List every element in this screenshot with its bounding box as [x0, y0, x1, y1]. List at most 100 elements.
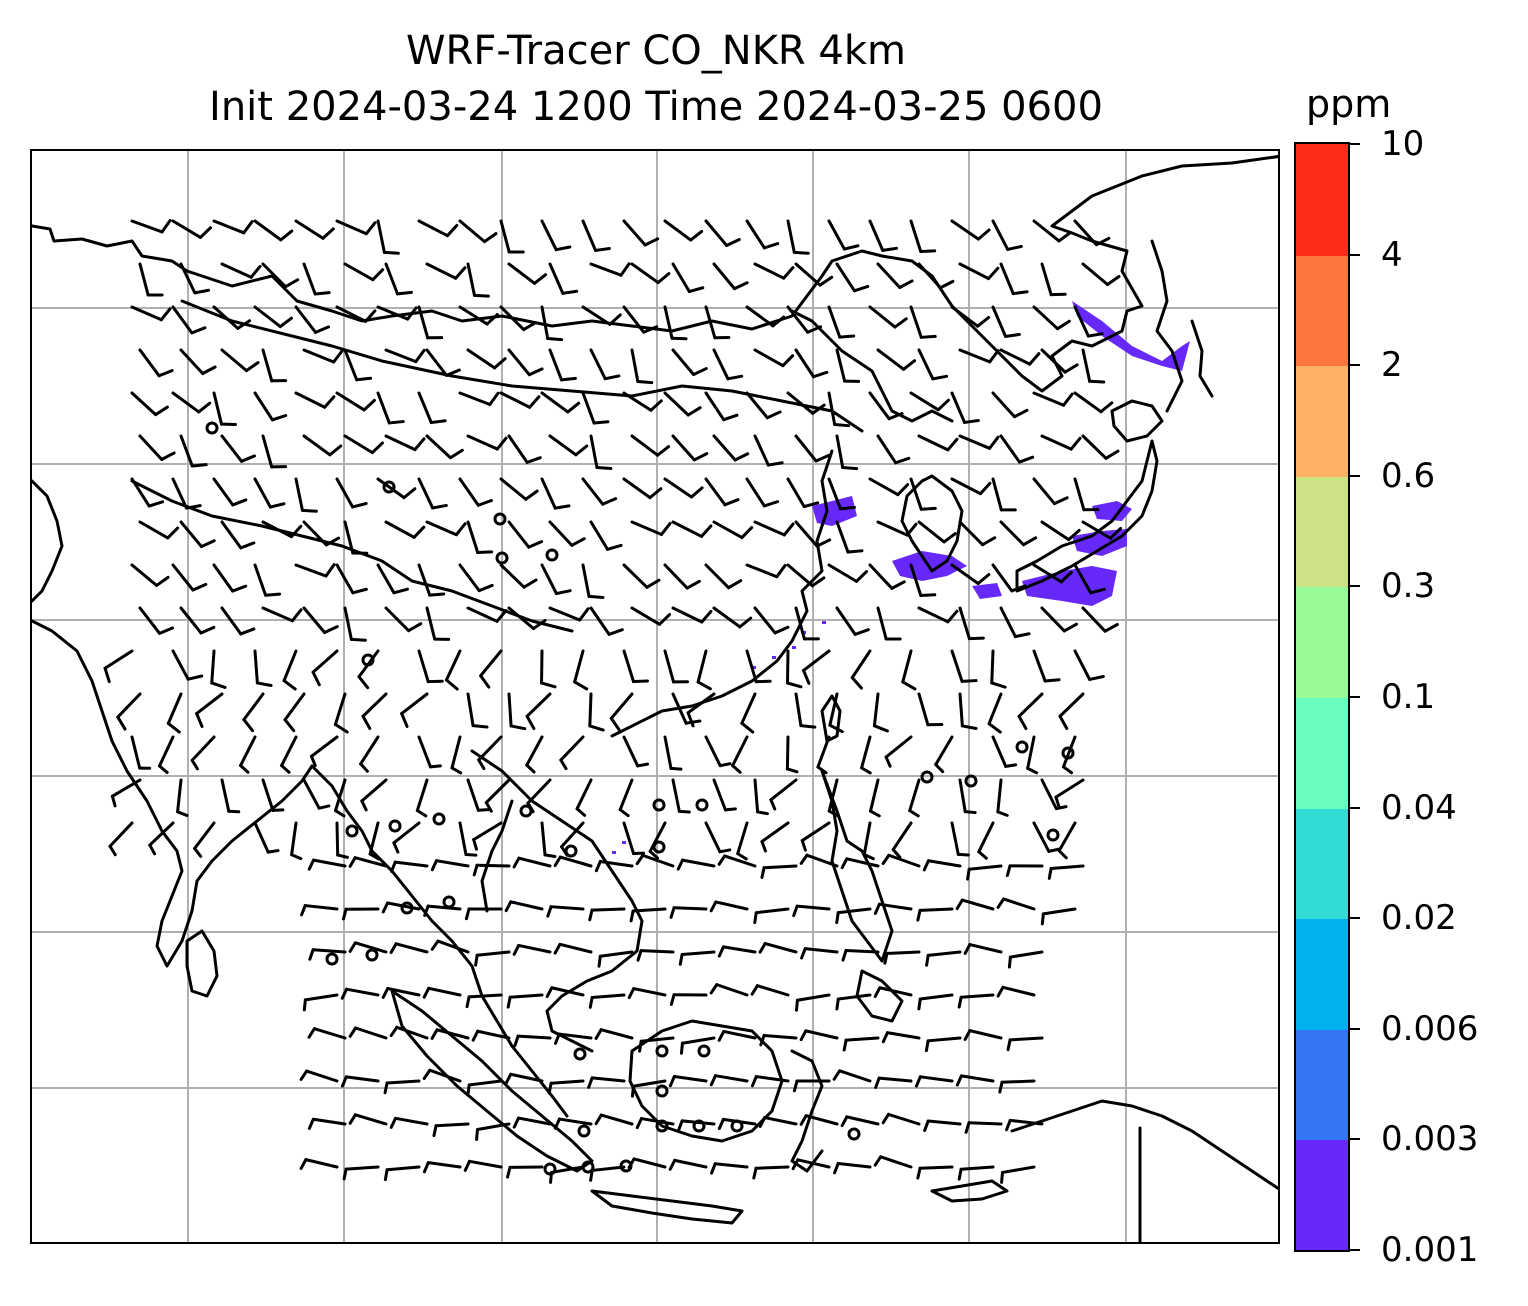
wind-barb-staff [1032, 391, 1066, 407]
wind-barb-staff [917, 262, 942, 290]
wind-barb-staff [1000, 1165, 1036, 1174]
wind-barb-staff [958, 778, 967, 814]
coastline-kamchatka [1190, 319, 1214, 398]
wind-barb-feather [341, 907, 348, 921]
wind-barb-staff [312, 1027, 347, 1040]
wind-barb-feather [559, 758, 568, 771]
wind-barb-feather [609, 716, 621, 732]
wind-barb-staff [400, 692, 429, 716]
border-china-north [790, 309, 954, 423]
wind-barb-staff [1008, 1036, 1044, 1042]
wind-barb-feather [988, 435, 1000, 450]
wind-barb-staff [253, 219, 283, 242]
wind-barb-staff [622, 649, 635, 684]
wind-barb-staff [302, 348, 336, 364]
wind-barb-staff [311, 1117, 347, 1126]
tracer-plume-speck [822, 621, 826, 624]
wind-barb-feather [336, 853, 349, 859]
coastline-hokkaido [1110, 399, 1164, 443]
wind-barb-feather [450, 766, 463, 775]
wind-barb-feather [669, 766, 683, 771]
wind-barb-feather [361, 714, 372, 730]
wind-barb-staff [458, 563, 481, 593]
wind-barb-feather [279, 229, 294, 242]
wind-barb-feather [307, 1027, 316, 1039]
wind-barb-staff [760, 821, 790, 844]
wind-barb-feather [323, 625, 339, 635]
wind-barb-staff [311, 948, 347, 954]
wind-barb-feather [504, 900, 513, 913]
wind-barb-feather [488, 391, 500, 406]
wind-barb-staff [918, 907, 954, 912]
wind-barb-feather [533, 273, 548, 285]
wind-barb-feather [157, 369, 174, 378]
wind-barb-feather [914, 1075, 922, 1088]
wind-barb-feather [996, 897, 1006, 909]
wind-barb-staff [723, 854, 757, 868]
wind-barb-feather [477, 758, 486, 771]
wind-barb-staff [663, 391, 690, 417]
colorbar-tick [1350, 585, 1360, 588]
wind-barb-staff [304, 1158, 339, 1169]
wind-barb-staff [712, 348, 730, 381]
colorbar-tick-label: 0.04 [1381, 787, 1457, 828]
wind-barb-staff [950, 563, 980, 585]
wind-barb-feather [1056, 319, 1071, 331]
wind-barb-feather [1086, 332, 1104, 338]
wind-barb-staff [926, 859, 962, 868]
wind-barb-feather [553, 1032, 561, 1045]
wind-barb-staff [794, 434, 818, 463]
wind-barb-feather [781, 354, 795, 368]
wind-barb-feather [495, 609, 508, 623]
wind-barb-staff [879, 1155, 913, 1169]
wind-barb-feather [766, 461, 784, 467]
wind-barb-feather [1005, 864, 1012, 878]
wind-barb-staff [116, 692, 142, 719]
wind-barb-staff [1073, 305, 1090, 338]
wind-barb-staff [1061, 735, 1077, 769]
calm-wind-circle [573, 1047, 587, 1061]
wind-barb-feather [775, 563, 787, 579]
wind-barb-feather [841, 949, 848, 962]
wind-barb-staff [622, 305, 646, 334]
wind-barb-feather [389, 1116, 398, 1129]
wind-barb-staff [220, 262, 253, 279]
calm-wind-circle [920, 770, 934, 784]
wind-barb-feather [1063, 363, 1079, 374]
wind-barb-staff [630, 262, 660, 285]
wind-barb-staff [1040, 348, 1067, 374]
wind-barb-feather [894, 456, 911, 465]
wind-barb-staff [909, 563, 923, 597]
wind-barb-feather [116, 715, 127, 731]
wind-barb-feather [816, 765, 828, 775]
wind-barb-feather [800, 947, 807, 960]
wind-barb-feather [896, 483, 910, 497]
wind-barb-staff [426, 1161, 462, 1169]
wind-barb-feather [998, 1080, 1004, 1094]
wind-barb-feather [656, 272, 671, 285]
wind-barb-staff [220, 434, 244, 463]
wind-barb-staff [960, 898, 995, 911]
wind-barb-feather [1018, 455, 1035, 464]
wind-barb-staff [138, 520, 170, 540]
wind-barb-staff [499, 477, 528, 501]
wind-barb-feather [963, 1029, 972, 1041]
wind-barb-feather [300, 508, 318, 513]
wind-barb-staff [557, 1032, 593, 1040]
wind-barb-feather [428, 592, 446, 597]
wind-barb-feather [587, 594, 605, 599]
wind-barb-staff [220, 348, 248, 373]
wind-barb-staff [302, 434, 332, 457]
wind-barb-staff [1002, 897, 1036, 911]
wind-barb-staff [786, 563, 814, 588]
wind-barb-feather [236, 319, 252, 330]
wind-barb-staff [261, 520, 293, 539]
wind-barb-staff [176, 778, 183, 814]
wind-barb-staff [335, 821, 340, 857]
calm-wind-circle [695, 798, 709, 812]
wind-barb-feather [348, 1026, 358, 1038]
wind-barb-staff [722, 1029, 757, 1040]
wind-barb-staff [130, 563, 159, 587]
wind-barb-staff [475, 1122, 511, 1132]
wind-barb-feather [382, 250, 400, 255]
